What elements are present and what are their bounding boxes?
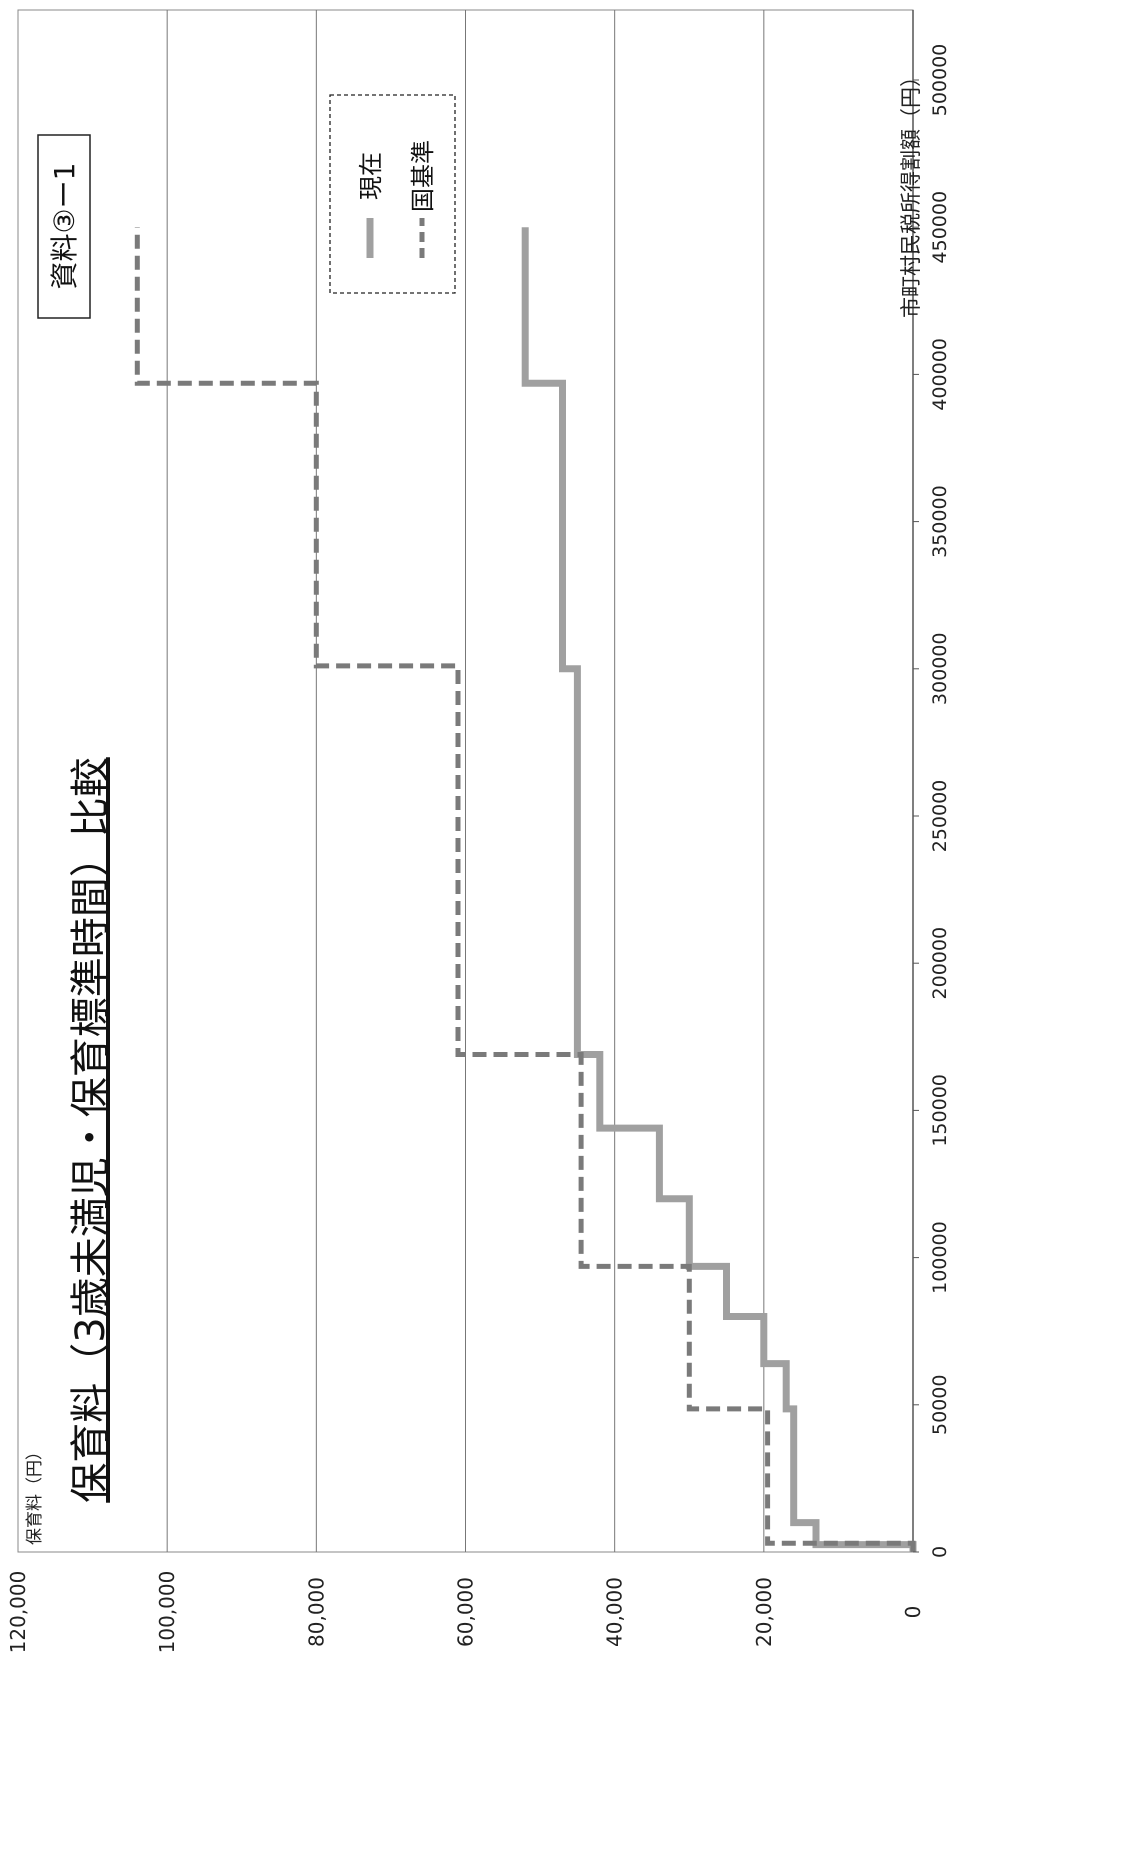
y-tick-label: 20,000 bbox=[752, 1577, 776, 1647]
x-tick-label: 50000 bbox=[929, 1375, 951, 1435]
y-tick-labels: 0 20,000 40,000 60,000 80,000 100,000 120,000 bbox=[6, 1571, 925, 1654]
x-tick-label: 300000 bbox=[929, 633, 951, 706]
x-tick-label: 150000 bbox=[929, 1074, 951, 1147]
legend-label: 現在 bbox=[357, 152, 385, 200]
series-lines bbox=[134, 227, 917, 1552]
document-label-border bbox=[37, 134, 91, 319]
x-axis-label: 市町村民税所得割額（円） bbox=[899, 66, 923, 318]
x-tick-label: 500000 bbox=[929, 44, 951, 117]
chart-title: 保育料（3歳未満児・保育標準時間）比較 bbox=[68, 757, 114, 1502]
legend: 現在 国基準 bbox=[329, 94, 456, 294]
x-tick-label: 100000 bbox=[929, 1221, 951, 1294]
x-tick-label: 450000 bbox=[929, 191, 951, 264]
x-tick-label: 200000 bbox=[929, 927, 951, 1000]
series-line-current bbox=[521, 227, 917, 1552]
document-label-box: 資料③ー1 bbox=[37, 134, 91, 319]
x-tick-label: 400000 bbox=[929, 338, 951, 411]
x-tick-labels: 0 50000 100000 150000 200000 250000 300000 3500… bbox=[913, 44, 951, 1558]
document-label: 資料③ー1 bbox=[48, 163, 81, 290]
text-labels: 保育料（3歳未満児・保育標準時間）比較 保育料（円） 市町村民税所得割額（円） bbox=[25, 66, 923, 1545]
y-tick-label: 0 bbox=[901, 1606, 925, 1619]
y-tick-label: 100,000 bbox=[155, 1571, 179, 1654]
series-line-national-standard bbox=[134, 227, 916, 1552]
x-tick-label: 0 bbox=[929, 1546, 951, 1558]
x-tick-label: 350000 bbox=[929, 485, 951, 558]
y-axis-label: 保育料（円） bbox=[25, 1443, 45, 1545]
x-tick-label: 250000 bbox=[929, 780, 951, 853]
y-tick-label: 120,000 bbox=[6, 1571, 30, 1654]
legend-label: 国基準 bbox=[409, 140, 437, 212]
gridlines bbox=[17, 9, 914, 1553]
y-tick-label: 60,000 bbox=[454, 1577, 478, 1647]
legend-border bbox=[329, 94, 456, 294]
y-tick-label: 80,000 bbox=[304, 1577, 328, 1647]
y-tick-label: 40,000 bbox=[603, 1577, 627, 1647]
